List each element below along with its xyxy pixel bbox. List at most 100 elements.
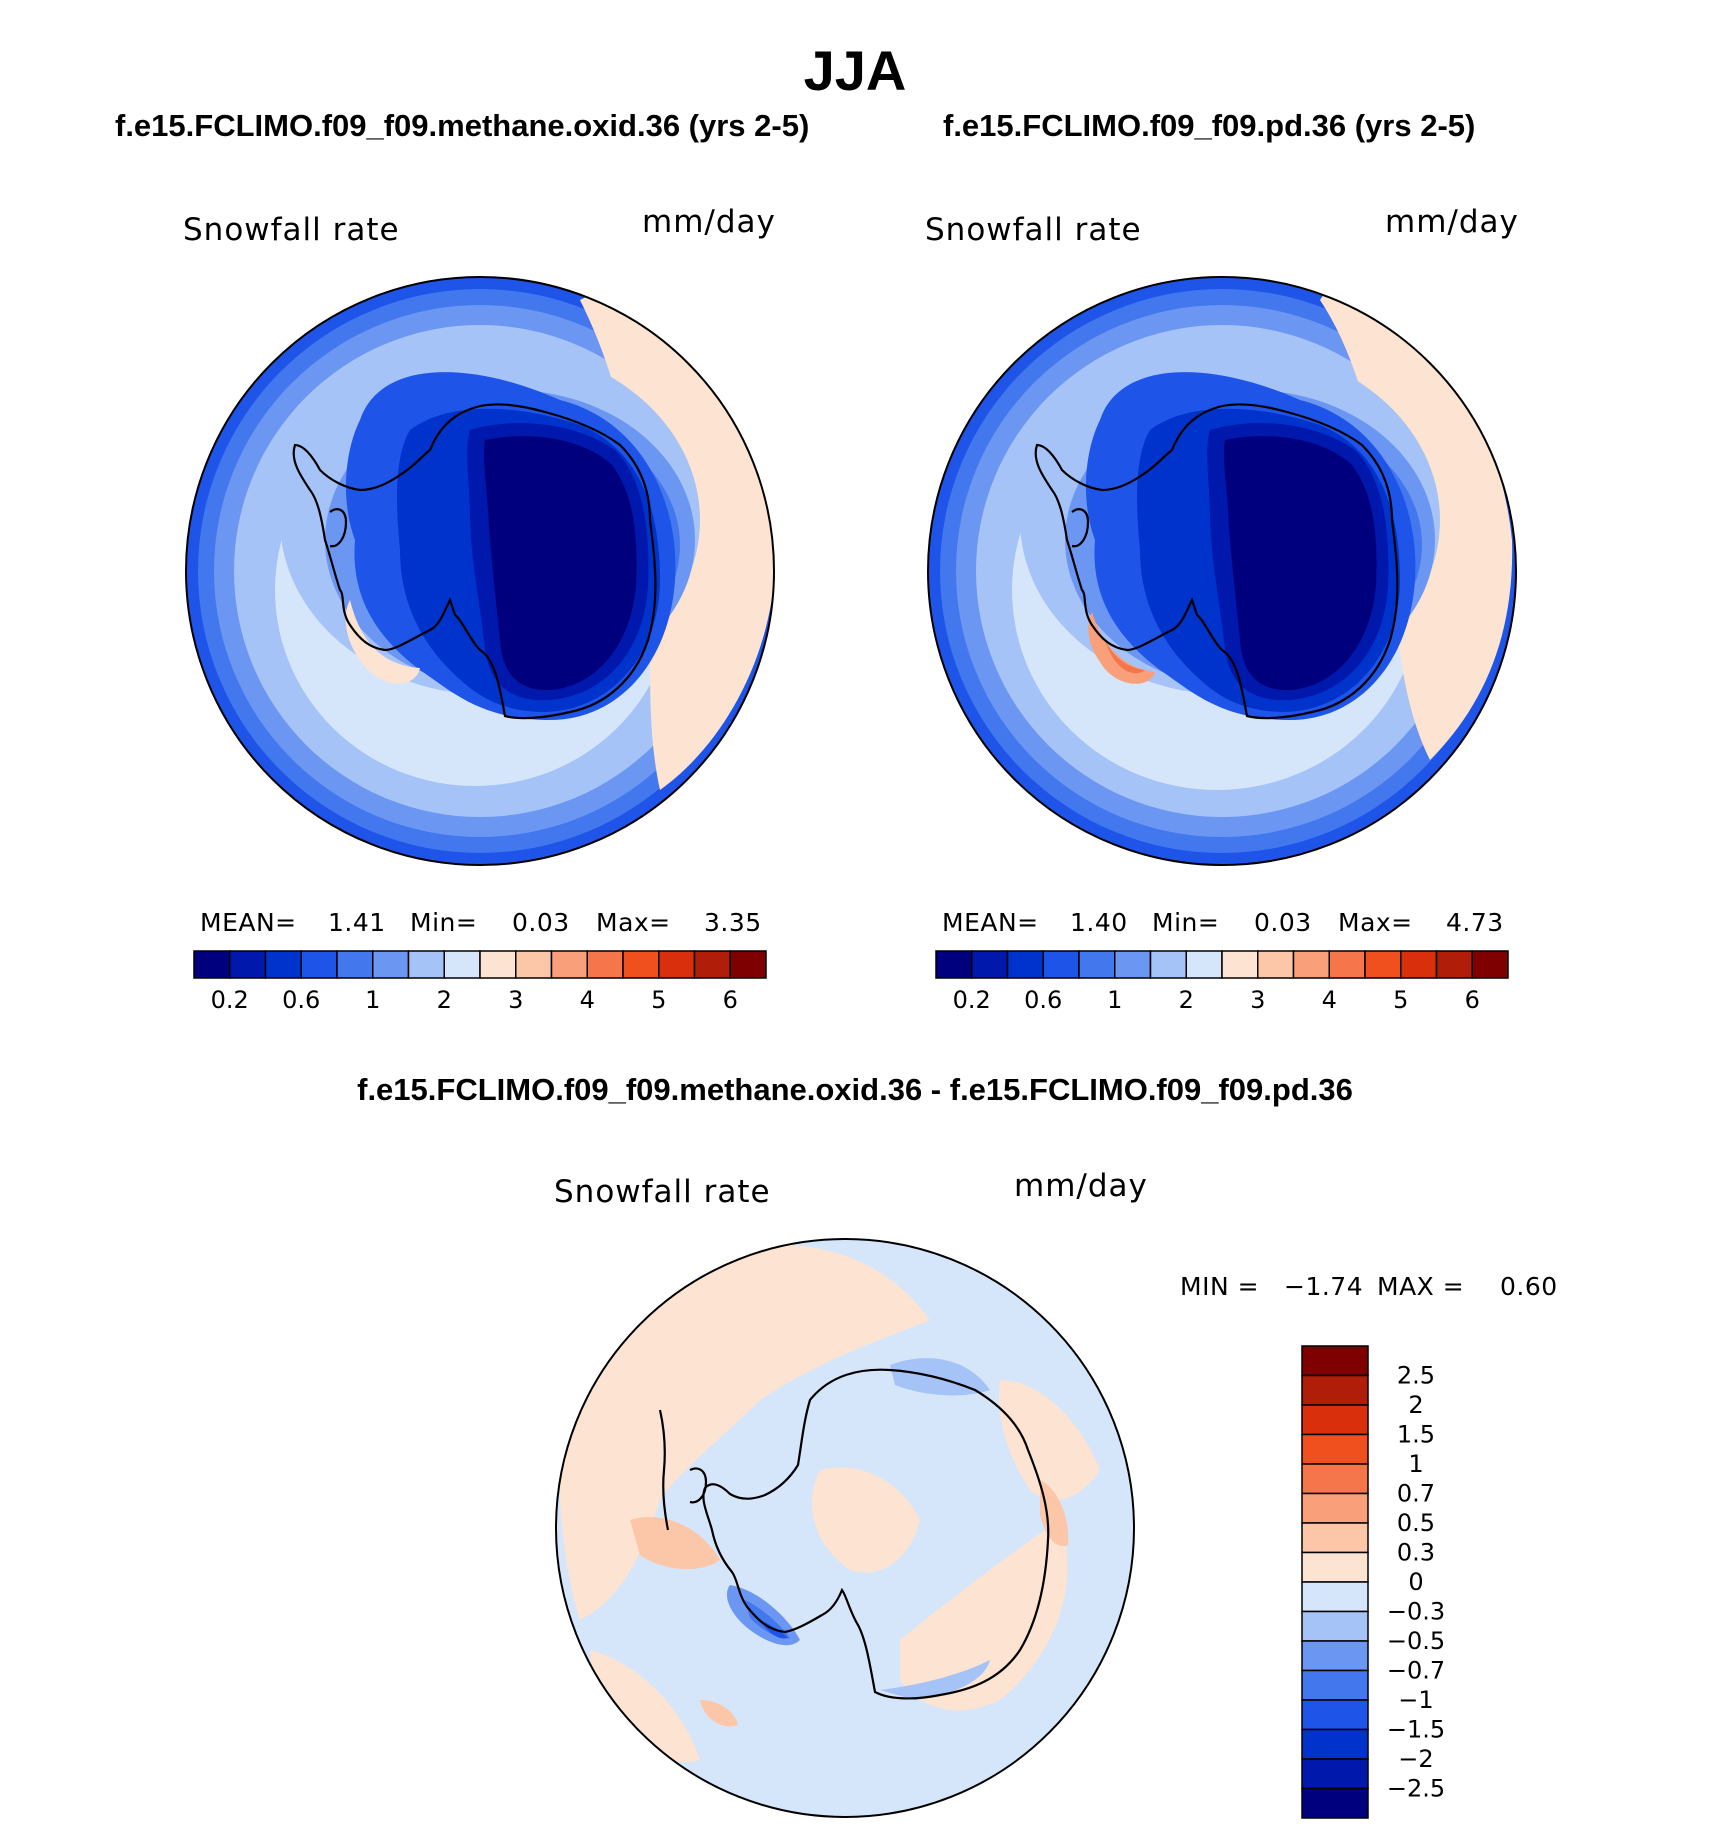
panel-1-colorbar-swatch (550, 950, 588, 979)
panel-2-colorbar-label: 0.2 (953, 986, 991, 1014)
panel-2-colorbar-swatch (1257, 950, 1295, 979)
difference-colorbar-swatch (1301, 1699, 1369, 1731)
difference-colorbar-swatch (1301, 1345, 1369, 1377)
panel-1-colorbar-swatch (622, 950, 660, 979)
difference-colorbar-swatch (1301, 1581, 1369, 1613)
difference-colorbar-label: 0.3 (1397, 1539, 1435, 1567)
panel-2-colorbar-swatch (971, 950, 1009, 979)
panel-2-colorbar-label: 6 (1465, 986, 1480, 1014)
difference-colorbar-swatch (1301, 1787, 1369, 1819)
panel-2-mean-value: 1.40 (1070, 908, 1128, 937)
difference-colorbar-swatch (1301, 1522, 1369, 1554)
panel-2-colorbar-swatch (1364, 950, 1402, 979)
difference-units-label: mm/day (1014, 1168, 1148, 1204)
panel-1-colorbar-label: 1 (365, 986, 380, 1014)
panel-1-colorbar-swatch (515, 950, 553, 979)
difference-colorbar-label: −1 (1398, 1686, 1433, 1714)
panel-1-map (186, 277, 774, 865)
panel-1-colorbar-label: 6 (723, 986, 738, 1014)
difference-colorbar-swatch (1301, 1758, 1369, 1790)
difference-colorbar-label: −0.5 (1387, 1627, 1445, 1655)
panel-2-colorbar-swatch (1292, 950, 1330, 979)
difference-colorbar-label: −1.5 (1387, 1716, 1445, 1744)
panel-1-colorbar-swatch (193, 950, 231, 979)
panel-2-colorbar-swatch (1435, 950, 1473, 979)
panel-1-colorbar-swatch (336, 950, 374, 979)
panel-2-colorbar-swatch (1185, 950, 1223, 979)
panel-1-min-label: Min= (410, 908, 478, 937)
panel-1-colorbar-label: 0.2 (211, 986, 249, 1014)
panel-2-colorbar-swatch (1221, 950, 1259, 979)
difference-map (556, 1239, 1134, 1817)
panel-2-max-value: 4.73 (1446, 908, 1504, 937)
difference-colorbar-label: −0.7 (1387, 1657, 1445, 1685)
difference-colorbar-swatch (1301, 1374, 1369, 1406)
difference-colorbar-swatch (1301, 1669, 1369, 1701)
difference-colorbar-label: 1 (1408, 1450, 1423, 1478)
panel-2-units-label: mm/day (1385, 204, 1519, 240)
panel-2-colorbar-swatch (1149, 950, 1187, 979)
panel-1-colorbar-swatch (264, 950, 302, 979)
difference-colorbar-swatch (1301, 1433, 1369, 1465)
main-title: JJA (803, 39, 907, 102)
difference-min-label: MIN = (1180, 1272, 1260, 1301)
panel-2-colorbar-label: 2 (1179, 986, 1194, 1014)
difference-colorbar-label: 0 (1408, 1568, 1423, 1596)
panel-1-colorbar-swatch (407, 950, 445, 979)
difference-colorbar-swatch (1301, 1404, 1369, 1436)
difference-colorbar-label: 0.5 (1397, 1509, 1435, 1537)
difference-colorbar-label: 0.7 (1397, 1480, 1435, 1508)
panel-1-colorbar-swatch (693, 950, 731, 979)
panel-1-variable-label: Snowfall rate (183, 212, 400, 248)
panel-1-max-label: Max= (596, 908, 671, 937)
panel-1-mean-label: MEAN= (200, 908, 297, 937)
panel-1-colorbar-label: 3 (508, 986, 523, 1014)
difference-colorbar-label: 2.5 (1397, 1362, 1435, 1390)
panel-2-colorbar-label: 0.6 (1024, 986, 1062, 1014)
panel-1-colorbar-swatch (300, 950, 338, 979)
difference-colorbar-swatch (1301, 1492, 1369, 1524)
difference-colorbar-label: 2 (1408, 1391, 1423, 1419)
difference-title: f.e15.FCLIMO.f09_f09.methane.oxid.36 - f… (357, 1072, 1353, 1107)
panel-1-colorbar-label: 5 (651, 986, 666, 1014)
panel-1-colorbar-label: 4 (580, 986, 595, 1014)
panel-1-colorbar-swatch (729, 950, 767, 979)
panel-2-colorbar: 0.2 0.6 1 2 3 4 5 6 (935, 950, 1509, 1014)
difference-max-label: MAX = (1377, 1272, 1465, 1301)
difference-colorbar-label: −2 (1398, 1745, 1433, 1773)
panel-1-colorbar-swatch (443, 950, 481, 979)
panel-1-colorbar: 0.2 0.6 1 2 3 4 5 6 (193, 950, 767, 1014)
panel-2-title: f.e15.FCLIMO.f09_f09.pd.36 (yrs 2-5) (943, 108, 1476, 143)
difference-colorbar-swatch (1301, 1610, 1369, 1642)
panel-2-variable-label: Snowfall rate (925, 212, 1142, 248)
difference-variable-label: Snowfall rate (554, 1174, 771, 1210)
difference-colorbar-label: −0.3 (1387, 1598, 1445, 1626)
panel-2-colorbar-swatch (1400, 950, 1438, 979)
panel-1-colorbar-swatch (586, 950, 624, 979)
difference-min-value: −1.74 (1284, 1272, 1364, 1301)
panel-2-colorbar-swatch (1042, 950, 1080, 979)
panel-2-colorbar-label: 1 (1107, 986, 1122, 1014)
panel-2-colorbar-label: 5 (1393, 986, 1408, 1014)
difference-max-value: 0.60 (1500, 1272, 1558, 1301)
panel-2-colorbar-swatch (1078, 950, 1116, 979)
panel-1-colorbar-swatch (658, 950, 696, 979)
panel-2-min-label: Min= (1152, 908, 1220, 937)
panel-1-units-label: mm/day (642, 204, 776, 240)
difference-colorbar-swatch (1301, 1728, 1369, 1760)
panel-2-map (928, 277, 1516, 865)
panel-1-max-value: 3.35 (704, 908, 762, 937)
panel-1-colorbar-swatch (229, 950, 267, 979)
panel-2-min-value: 0.03 (1254, 908, 1312, 937)
difference-colorbar: 2.521.510.70.50.30−0.3−0.5−0.7−1−1.5−2−2… (1301, 1345, 1445, 1819)
panel-1-colorbar-label: 0.6 (282, 986, 320, 1014)
panel-2-colorbar-swatch (1471, 950, 1509, 979)
panel-2-colorbar-swatch (1328, 950, 1366, 979)
panel-1-title: f.e15.FCLIMO.f09_f09.methane.oxid.36 (yr… (115, 108, 810, 143)
panel-2-colorbar-swatch (935, 950, 973, 979)
panel-2-colorbar-swatch (1114, 950, 1152, 979)
difference-colorbar-swatch (1301, 1551, 1369, 1583)
panel-1-colorbar-swatch (372, 950, 410, 979)
panel-1-min-value: 0.03 (512, 908, 570, 937)
